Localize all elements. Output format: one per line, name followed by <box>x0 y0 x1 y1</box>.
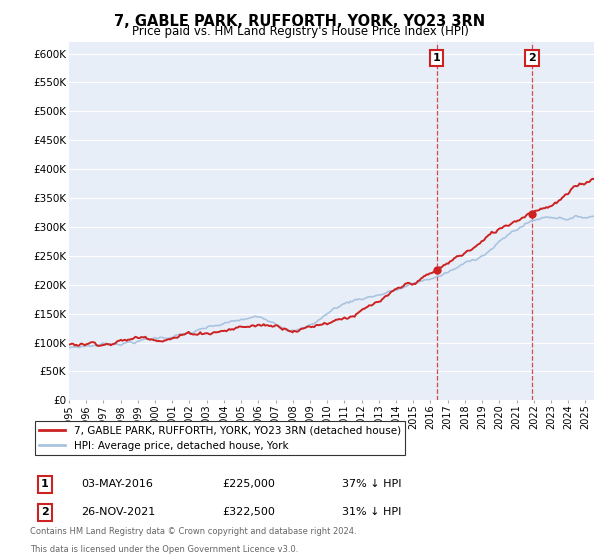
Text: 1: 1 <box>41 479 49 489</box>
Text: 2: 2 <box>41 507 49 517</box>
Text: £322,500: £322,500 <box>222 507 275 517</box>
Text: 7, GABLE PARK, RUFFORTH, YORK, YO23 3RN: 7, GABLE PARK, RUFFORTH, YORK, YO23 3RN <box>115 14 485 29</box>
Legend: 7, GABLE PARK, RUFFORTH, YORK, YO23 3RN (detached house), HPI: Average price, de: 7, GABLE PARK, RUFFORTH, YORK, YO23 3RN … <box>35 422 405 455</box>
Text: Contains HM Land Registry data © Crown copyright and database right 2024.: Contains HM Land Registry data © Crown c… <box>30 528 356 536</box>
Text: 37% ↓ HPI: 37% ↓ HPI <box>342 479 401 489</box>
Text: 1: 1 <box>433 53 441 63</box>
Text: This data is licensed under the Open Government Licence v3.0.: This data is licensed under the Open Gov… <box>30 545 298 554</box>
Text: £225,000: £225,000 <box>222 479 275 489</box>
Text: Price paid vs. HM Land Registry's House Price Index (HPI): Price paid vs. HM Land Registry's House … <box>131 25 469 38</box>
Text: 2: 2 <box>528 53 536 63</box>
Text: 31% ↓ HPI: 31% ↓ HPI <box>342 507 401 517</box>
Text: 26-NOV-2021: 26-NOV-2021 <box>81 507 155 517</box>
Text: 03-MAY-2016: 03-MAY-2016 <box>81 479 153 489</box>
